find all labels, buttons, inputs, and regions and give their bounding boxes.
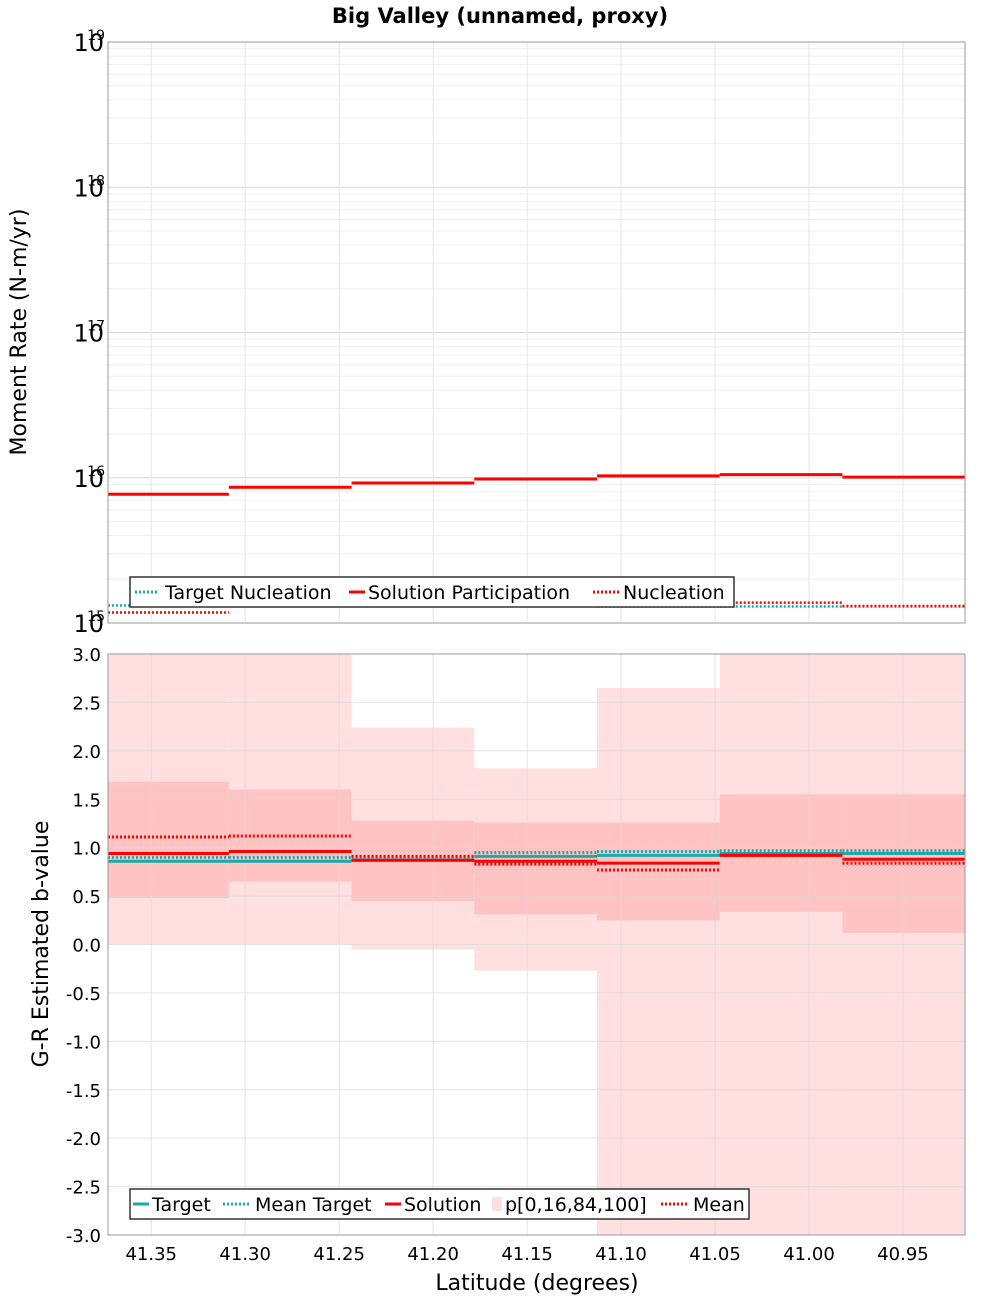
band-p16-p84 — [474, 822, 598, 915]
top-legend: Target Nucleation Solution Participation… — [129, 576, 735, 608]
legend-label-percentiles: p[0,16,84,100] — [505, 1194, 647, 1216]
bottom-y-tick-label: 1.0 — [72, 839, 101, 860]
bottom-panel-series — [108, 834, 965, 872]
x-axis-label: Latitude (degrees) — [435, 1271, 638, 1296]
legend-swatch-percentiles — [492, 1197, 502, 1211]
legend-label-solution: Solution — [404, 1194, 481, 1216]
top-y-tick-base: 10 — [73, 610, 104, 638]
top-y-tick-exponent: 16 — [87, 464, 105, 480]
band-p0-p100 — [597, 687, 720, 1235]
top-y-tick-exponent: 17 — [87, 319, 105, 335]
bottom-y-tick-label: 1.5 — [72, 790, 101, 811]
band-p16-p84 — [108, 781, 229, 899]
bottom-y-tick-label: -1.5 — [66, 1081, 101, 1102]
x-tick-label: 41.10 — [595, 1244, 647, 1265]
bottom-y-tick-label: 2.5 — [72, 693, 101, 714]
top-y-tick-base: 10 — [73, 29, 104, 57]
bottom-y-tick-label: 0.0 — [72, 936, 101, 957]
bottom-y-tick-label: -1.0 — [66, 1032, 101, 1053]
legend-label-mean-target: Mean Target — [255, 1194, 372, 1216]
bottom-y-tick-label: -0.5 — [66, 984, 101, 1005]
top-panel-grid — [108, 41, 965, 624]
legend-label-target-nucleation: Target Nucleation — [164, 582, 332, 604]
legend-label-mean: Mean — [693, 1194, 745, 1216]
top-plot-frame — [107, 41, 966, 624]
x-tick-label: 41.30 — [219, 1244, 271, 1265]
x-tick-label: 41.25 — [313, 1244, 365, 1265]
bottom-y-tick-label: 0.5 — [72, 887, 101, 908]
x-tick-label: 41.20 — [407, 1244, 459, 1265]
bottom-y-tick-label: 2.0 — [72, 742, 101, 763]
x-tick-label: 41.00 — [783, 1244, 835, 1265]
top-y-tick-base: 10 — [73, 465, 104, 493]
x-tick-label: 41.35 — [125, 1244, 177, 1265]
bottom-plot-frame — [107, 653, 966, 1236]
top-y-axis-label: Moment Rate (N-m/yr) — [7, 209, 32, 456]
chart-title: Big Valley (unnamed, proxy) — [332, 4, 668, 28]
top-y-tick-base: 10 — [73, 320, 104, 348]
legend-label-nucleation: Nucleation — [623, 582, 725, 604]
top-y-tick-base: 10 — [73, 174, 104, 202]
top-y-tick-exponent: 15 — [87, 609, 105, 625]
x-tick-label: 41.15 — [501, 1244, 553, 1265]
bottom-y-tick-label: -3.0 — [66, 1226, 101, 1247]
legend-label-target: Target — [151, 1194, 211, 1216]
bottom-y-tick-label: -2.5 — [66, 1178, 101, 1199]
x-tick-label: 40.95 — [877, 1244, 929, 1265]
legend-label-solution-participation: Solution Participation — [368, 582, 570, 604]
x-tick-label: 41.05 — [689, 1244, 741, 1265]
x-tick-labels: 41.35 41.30 41.25 41.20 41.15 41.10 41.05 41.00… — [125, 1244, 928, 1265]
bottom-legend: Target Mean Target Solution p[0,16,84,10… — [129, 1188, 750, 1220]
bottom-y-tick-labels: 3.0 2.5 2.0 1.5 1.0 0.5 0.0 -0.5 -1.0 -1.5 -2.0 -2.… — [66, 645, 101, 1247]
top-y-tick-exponent: 19 — [87, 28, 105, 44]
top-y-tick-exponent: 18 — [87, 173, 105, 189]
bottom-y-tick-label: 3.0 — [72, 645, 101, 666]
bottom-y-tick-label: -2.0 — [66, 1129, 101, 1150]
bottom-y-axis-label: G-R Estimated b-value — [29, 821, 54, 1068]
